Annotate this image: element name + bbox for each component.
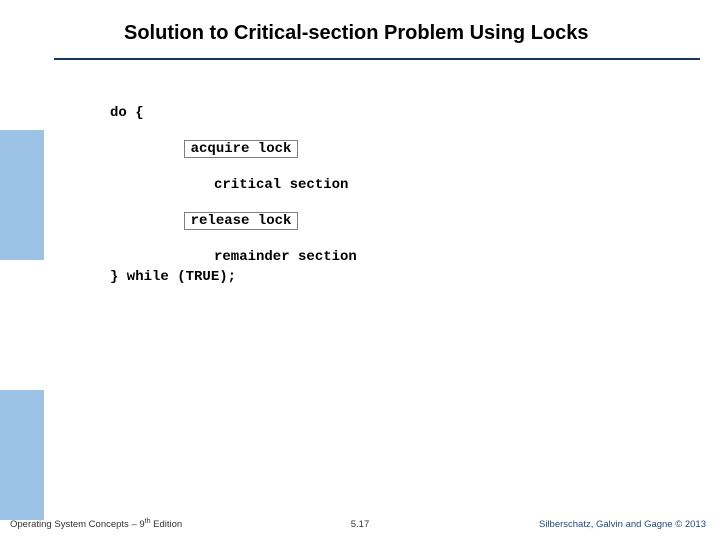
sidebar-accent: [0, 0, 44, 520]
title-underline: [54, 58, 700, 60]
code-line: remainder section: [110, 250, 357, 264]
sidebar-block: [0, 260, 44, 390]
footer-left-suffix: Edition: [151, 519, 183, 530]
boxed-text: acquire lock: [184, 140, 299, 158]
code-line: do {: [110, 106, 357, 120]
code-line-boxed: acquire lock: [110, 126, 357, 172]
sidebar-block: [0, 130, 44, 260]
code-line: } while (TRUE);: [110, 270, 357, 284]
sidebar-block: [0, 390, 44, 520]
footer-left: Operating System Concepts – 9th Edition: [10, 518, 182, 530]
footer-left-prefix: Operating System Concepts – 9: [10, 519, 145, 530]
code-line-boxed: release lock: [110, 198, 357, 244]
boxed-text: release lock: [184, 212, 299, 230]
footer: Operating System Concepts – 9th Edition …: [0, 512, 720, 530]
footer-center: 5.17: [351, 519, 370, 530]
footer-right: Silberschatz, Galvin and Gagne © 2013: [539, 519, 706, 530]
code-line: critical section: [110, 178, 357, 192]
page-title: Solution to Critical-section Problem Usi…: [124, 22, 589, 45]
sidebar-block: [0, 0, 44, 130]
code-block: do { acquire lock critical section relea…: [110, 100, 357, 290]
